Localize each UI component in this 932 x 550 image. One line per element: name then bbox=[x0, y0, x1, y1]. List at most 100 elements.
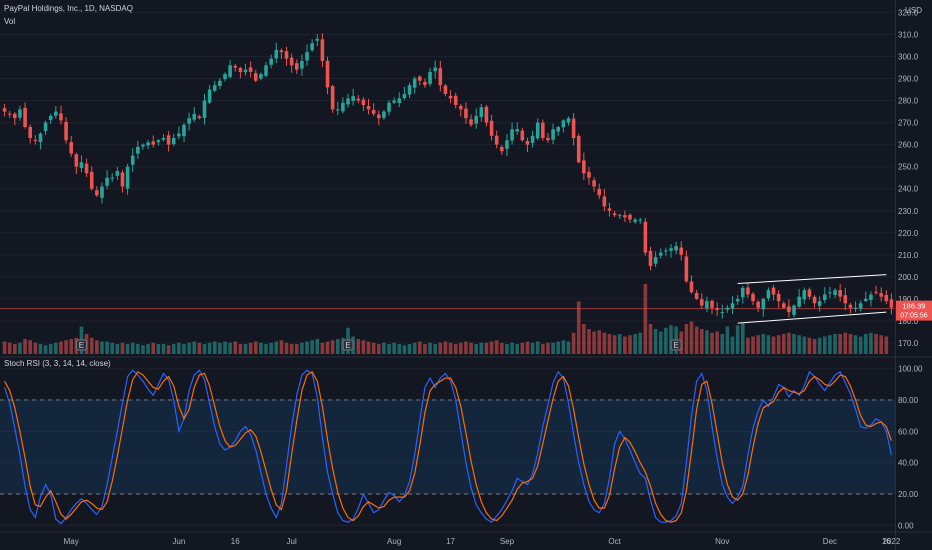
volume-bar bbox=[597, 330, 602, 354]
volume-bar bbox=[546, 342, 550, 354]
volume-bar bbox=[166, 345, 171, 354]
time-tick-label: Nov bbox=[715, 537, 729, 546]
candle-body bbox=[259, 74, 263, 79]
volume-bar bbox=[612, 335, 617, 354]
price-tick-label: 230.0 bbox=[898, 207, 919, 216]
volume-bar bbox=[223, 341, 227, 354]
candle-body bbox=[171, 138, 176, 145]
candle-body bbox=[105, 177, 109, 186]
price-tick-label: 250.0 bbox=[898, 163, 919, 172]
candle-body bbox=[166, 135, 171, 145]
volume-bar bbox=[335, 339, 340, 354]
candle-body bbox=[18, 109, 22, 118]
volume-bar bbox=[664, 327, 668, 354]
volume-bar bbox=[756, 335, 760, 354]
volume-bar bbox=[638, 332, 643, 354]
earnings-badge bbox=[670, 339, 682, 351]
candle-body bbox=[705, 301, 709, 309]
candle-body bbox=[474, 115, 478, 124]
volume-bar bbox=[18, 342, 22, 354]
candle-body bbox=[869, 294, 873, 300]
stoch-rsi-label[interactable]: Stoch RSI (3, 3, 14, 14, close) bbox=[4, 359, 111, 368]
candle-body bbox=[494, 135, 499, 145]
channel-lines[interactable] bbox=[737, 274, 887, 324]
candle-body bbox=[264, 65, 268, 76]
volume-bar bbox=[248, 342, 253, 354]
price-axis[interactable]: 170.0 180.0 190.0 200.0 210.0 220.0 230.0 240.0… bbox=[898, 8, 919, 348]
candle-body bbox=[694, 292, 699, 299]
candle-body bbox=[397, 98, 402, 103]
volume-bar bbox=[212, 341, 217, 354]
volume-bar bbox=[643, 284, 648, 354]
candle-body bbox=[551, 129, 555, 140]
candle-body bbox=[453, 95, 458, 105]
candle-body bbox=[653, 257, 658, 264]
volume-bar bbox=[617, 334, 622, 354]
candle-body bbox=[817, 301, 822, 306]
candle-body bbox=[361, 99, 366, 105]
volume-bar bbox=[407, 344, 412, 354]
candle-body bbox=[674, 246, 678, 251]
volume-bar bbox=[161, 344, 166, 354]
volume-bar bbox=[838, 334, 842, 354]
volume-bar bbox=[197, 342, 202, 354]
volume-bar bbox=[633, 334, 637, 354]
candle-body bbox=[623, 215, 627, 218]
candle-body bbox=[89, 171, 94, 189]
volume-bar bbox=[33, 342, 38, 354]
candle-body bbox=[412, 78, 417, 88]
candle-body bbox=[38, 133, 43, 143]
bar-countdown: 07:05:56 bbox=[900, 313, 927, 320]
candle-body bbox=[407, 85, 412, 95]
volume-bar bbox=[802, 336, 807, 354]
volume-bar bbox=[269, 342, 273, 354]
volume-bar bbox=[253, 341, 258, 354]
price-tick-label: 320.0 bbox=[898, 8, 919, 17]
volume-bar bbox=[310, 340, 314, 354]
time-tick-label: Jul bbox=[287, 537, 297, 546]
volume-bar bbox=[418, 341, 422, 354]
volume-bar bbox=[120, 342, 125, 354]
currency-label[interactable]: USD bbox=[905, 6, 922, 15]
stoch-rsi-axis[interactable]: 0.00 20.00 40.00 60.00 80.00 100.00 bbox=[898, 365, 923, 531]
candle-body bbox=[725, 307, 730, 310]
volume-bar bbox=[300, 342, 304, 354]
volume-bar bbox=[776, 335, 781, 354]
candle-body bbox=[607, 208, 612, 211]
candle-body bbox=[520, 130, 525, 141]
candle-body bbox=[402, 93, 407, 99]
volume-bar bbox=[864, 334, 868, 354]
volume-bar bbox=[325, 341, 330, 354]
candle-body bbox=[64, 121, 68, 141]
price-tick-label: 220.0 bbox=[898, 229, 919, 238]
volume-bar bbox=[2, 341, 7, 354]
volume-bar bbox=[177, 342, 181, 354]
price-tick-label: 270.0 bbox=[898, 119, 919, 128]
volume-bar bbox=[699, 329, 704, 354]
candle-body bbox=[822, 294, 827, 301]
volume-bar bbox=[95, 340, 99, 354]
candle-body bbox=[643, 221, 648, 253]
candle-body bbox=[151, 141, 156, 145]
last-price-value: 186.39 bbox=[903, 302, 926, 311]
volume-bar bbox=[730, 336, 735, 354]
candle-body bbox=[310, 43, 314, 51]
candle-body bbox=[489, 120, 494, 136]
symbol-title[interactable]: PayPal Holdings, Inc., 1D, NASDAQ bbox=[4, 4, 133, 13]
candlestick-series bbox=[2, 33, 894, 319]
candle-body bbox=[207, 89, 212, 103]
volume-bar bbox=[207, 342, 212, 354]
candle-body bbox=[864, 298, 868, 301]
candle-body bbox=[243, 69, 248, 73]
volume-label[interactable]: Vol bbox=[4, 17, 16, 26]
volume-bar bbox=[607, 334, 612, 354]
volume-bar bbox=[566, 341, 571, 354]
volume-bar bbox=[28, 340, 32, 354]
volume-bar bbox=[505, 344, 509, 354]
volume-bar bbox=[228, 342, 232, 354]
candle-body bbox=[253, 73, 258, 81]
volume-bar bbox=[551, 342, 555, 354]
